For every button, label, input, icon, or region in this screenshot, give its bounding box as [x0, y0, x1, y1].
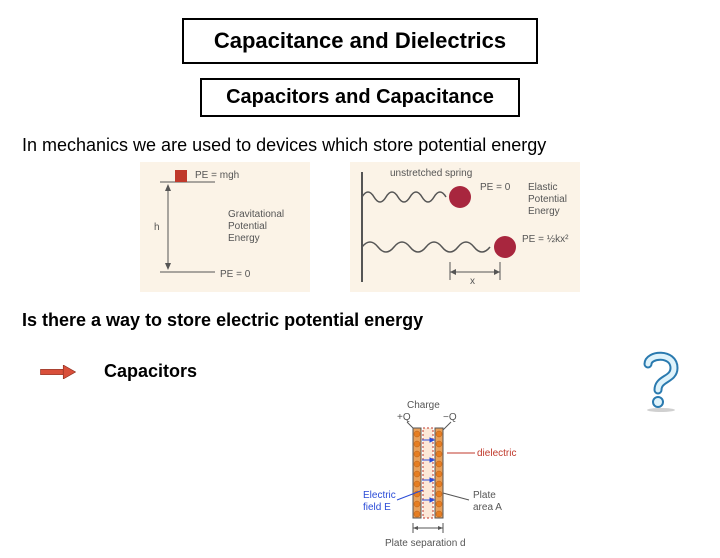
answer-text: Capacitors	[104, 361, 197, 382]
intro-text: In mechanics we are used to devices whic…	[22, 135, 720, 156]
spring-top-label: unstretched spring	[390, 168, 472, 179]
spring-x-label: x	[470, 276, 475, 287]
subtitle-box: Capacitors and Capacitance	[200, 78, 520, 117]
spring-caption2: Potential	[528, 194, 567, 205]
grav-caption2: Potential	[228, 221, 267, 232]
title-text: Capacitance and Dielectrics	[214, 28, 506, 53]
spring-caption1: Elastic	[528, 182, 557, 193]
efield1: Electric	[363, 490, 396, 501]
grav-caption3: Energy	[228, 233, 260, 244]
spring-pe-diagram: unstretched spring PE = 0 Elastic Potent…	[350, 162, 580, 292]
grav-caption1: Gravitational	[228, 209, 284, 220]
efield2: field E	[363, 502, 391, 513]
subtitle-text: Capacitors and Capacitance	[226, 86, 494, 108]
spring-pe-zero: PE = 0	[480, 182, 511, 193]
plate2: area A	[473, 502, 502, 513]
spring-pe-formula: PE = ½kx²	[522, 234, 569, 245]
arrow-icon	[40, 365, 76, 379]
pe-mgh: PE = mgh	[195, 170, 239, 181]
pe-zero-grav: PE = 0	[220, 269, 251, 280]
question-mark-icon	[634, 348, 688, 412]
minusQ: −Q	[443, 412, 457, 423]
plate1: Plate	[473, 490, 496, 501]
spring-caption3: Energy	[528, 206, 560, 217]
title-box: Capacitance and Dielectrics	[182, 18, 538, 64]
gravitational-pe-diagram: h PE = mgh PE = 0 Gravitational Potentia…	[140, 162, 310, 292]
capacitor-diagram: Charge +Q −Q dielectric Electric field E…	[335, 398, 535, 553]
dielectric-label: dielectric	[477, 448, 516, 459]
h-label: h	[154, 222, 160, 233]
question-text: Is there a way to store electric potenti…	[22, 310, 720, 331]
mechanics-figures: h PE = mgh PE = 0 Gravitational Potentia…	[0, 162, 720, 292]
plusQ: +Q	[397, 412, 411, 423]
charge-label: Charge	[407, 400, 440, 411]
